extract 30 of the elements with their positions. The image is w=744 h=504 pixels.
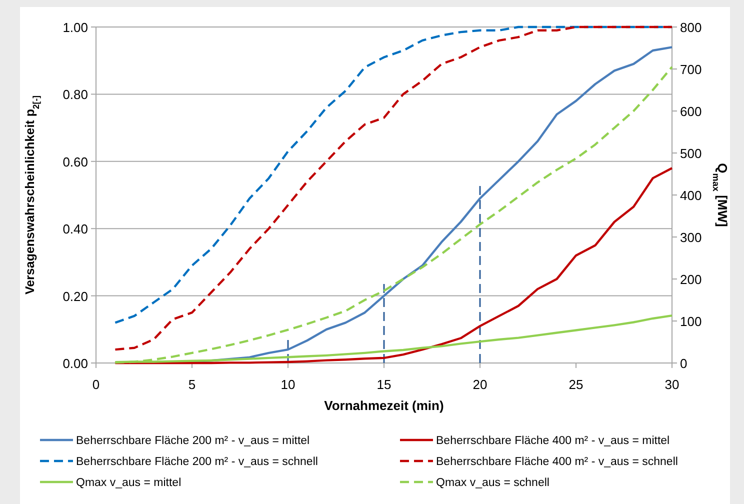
y2-tick-label: 700	[680, 62, 702, 77]
y2-tick-label: 600	[680, 104, 702, 119]
y2-tick-label: 300	[680, 230, 702, 245]
y2-tick-label: 100	[680, 314, 702, 329]
y-tick-label: 0.80	[62, 87, 88, 102]
legend-label: Beherrschbare Fläche 400 m² - v_aus = schnell	[436, 456, 678, 468]
y2-tick-label: 200	[680, 272, 702, 287]
y2-tick-label: 800	[680, 20, 702, 35]
x-tick-label: 30	[664, 377, 680, 392]
y2-tick-label: 400	[680, 188, 702, 203]
y-tick-label: 0.00	[62, 356, 88, 371]
line-series	[114, 167, 674, 364]
y-tick-label: 0.40	[62, 222, 88, 237]
x-tick-label: 5	[188, 377, 196, 392]
x-tick-label: 25	[568, 377, 584, 392]
y2-tick-label: 500	[680, 146, 702, 161]
legend-label: Beherrschbare Fläche 200 m² - v_aus = mittel	[76, 435, 310, 447]
x-tick-label: 20	[472, 377, 488, 392]
y-tick-label: 1.00	[62, 20, 88, 35]
x-tick-label: 0	[92, 377, 100, 392]
legend-label: Qmax v_aus = mittel	[76, 477, 182, 489]
x-axis-title: Vornahmezeit (min)	[324, 398, 444, 413]
y-tick-label: 0.20	[62, 288, 88, 304]
x-tick-label: 15	[376, 377, 392, 392]
y2-tick-label: 0	[680, 356, 688, 371]
legend-label: Beherrschbare Fläche 200 m² - v_aus = schnell	[76, 456, 318, 468]
x-tick-label: 10	[280, 377, 296, 392]
legend-label: Qmax v_aus = schnell	[436, 477, 550, 489]
legend-label: Beherrschbare Fläche 400 m² - v_aus = mittel	[436, 435, 670, 447]
y-tick-label: 0.60	[62, 154, 88, 170]
